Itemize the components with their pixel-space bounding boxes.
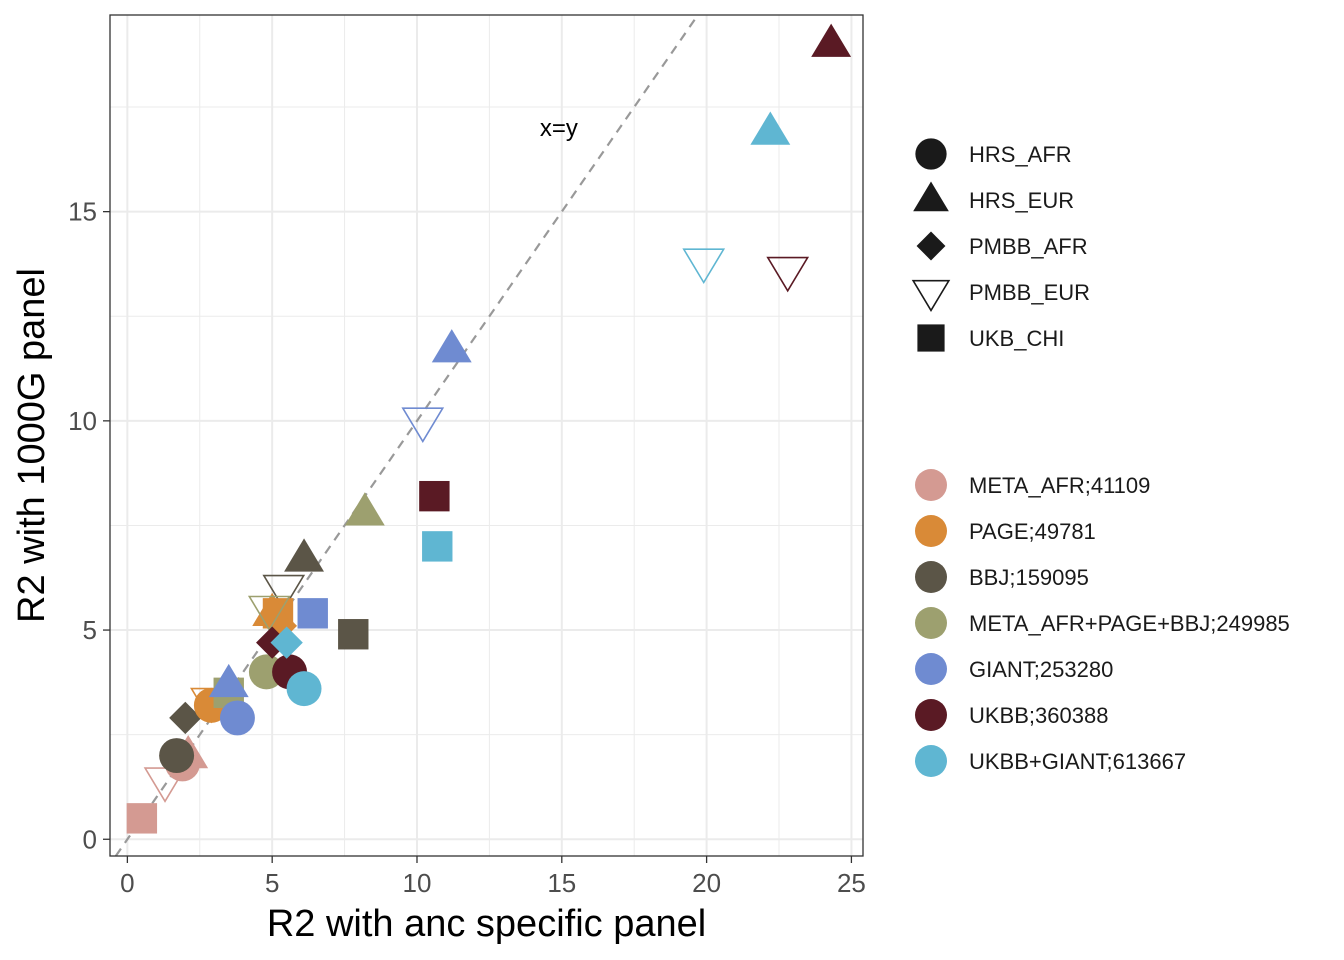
plot-panel-border <box>109 14 864 857</box>
data-point <box>159 738 195 774</box>
legend-color-label: META_AFR;41109 <box>969 473 1150 498</box>
data-point <box>284 538 324 572</box>
legend-shape-label: PMBB_EUR <box>969 280 1090 305</box>
legend-color-label: GIANT;253280 <box>969 657 1113 682</box>
legend-color-label: META_AFR+PAGE+BBJ;249985 <box>969 611 1290 636</box>
data-point <box>811 23 852 57</box>
legend-shape-label: HRS_AFR <box>969 142 1072 167</box>
data-point <box>169 701 202 735</box>
x-tick-label: 15 <box>547 868 576 898</box>
axis-ticks: 0 5 10 15 20 25 0 5 10 15 <box>68 197 866 898</box>
reference-line <box>114 14 699 857</box>
legend-color-label: UKBB+GIANT;613667 <box>969 749 1186 774</box>
data-point <box>219 700 255 736</box>
data-point <box>247 595 291 632</box>
data-point <box>338 619 369 650</box>
legend-color-label: UKBB;360388 <box>969 703 1108 728</box>
data-point <box>401 407 445 444</box>
legend-color-key <box>915 653 947 685</box>
data-points <box>126 23 852 834</box>
data-point <box>431 329 472 363</box>
legend-color-label: PAGE;49781 <box>969 519 1096 544</box>
legend-shape-label: PMBB_AFR <box>969 234 1088 259</box>
data-point <box>422 531 453 562</box>
legend-shape-key <box>911 279 951 312</box>
reference-line-label: x=y <box>540 115 578 142</box>
data-point <box>270 626 303 659</box>
x-tick-label: 25 <box>837 868 866 898</box>
data-point <box>208 663 249 698</box>
x-axis-title: R2 with anc specific panel <box>267 903 706 945</box>
x-tick-label: 10 <box>403 868 432 898</box>
y-tick-label: 5 <box>83 615 97 645</box>
legend-shape-label: UKB_CHI <box>969 326 1064 351</box>
legend-color-key <box>915 561 947 593</box>
y-axis-title: R2 with 1000G panel <box>11 268 53 623</box>
data-point <box>766 256 810 293</box>
shape-legend: HRS_AFR HRS_EUR PMBB_AFR PMBB_EUR UKB_CHI <box>911 138 1090 352</box>
data-point <box>750 111 791 145</box>
legend-color-key <box>915 745 947 777</box>
legend-shape-key <box>916 231 946 261</box>
legend-color-key <box>915 469 947 501</box>
color-legend: META_AFR;41109 PAGE;49781 BBJ;159095 META_A… <box>915 469 1290 777</box>
data-point <box>419 480 450 512</box>
legend-shape-label: HRS_EUR <box>969 188 1074 213</box>
y-tick-label: 15 <box>68 197 97 227</box>
x-tick-label: 5 <box>265 868 279 898</box>
data-point <box>682 248 726 285</box>
data-point <box>286 671 322 707</box>
legend-shape-key <box>917 324 945 352</box>
legend-shape-key <box>913 181 949 212</box>
y-tick-label: 10 <box>68 406 97 436</box>
data-point <box>297 598 328 629</box>
reference-line-group <box>114 14 699 857</box>
legend-color-key <box>915 607 947 639</box>
legend-color-key <box>915 515 947 547</box>
x-tick-label: 0 <box>120 868 134 898</box>
legend-shape-key <box>915 138 947 170</box>
data-point <box>262 574 306 611</box>
y-tick-label: 0 <box>83 824 97 854</box>
legend-color-key <box>915 699 947 731</box>
data-point <box>344 492 385 526</box>
x-tick-label: 20 <box>692 868 721 898</box>
grid-lines <box>110 15 863 856</box>
legend-color-label: BBJ;159095 <box>969 565 1089 590</box>
data-point <box>126 803 158 834</box>
